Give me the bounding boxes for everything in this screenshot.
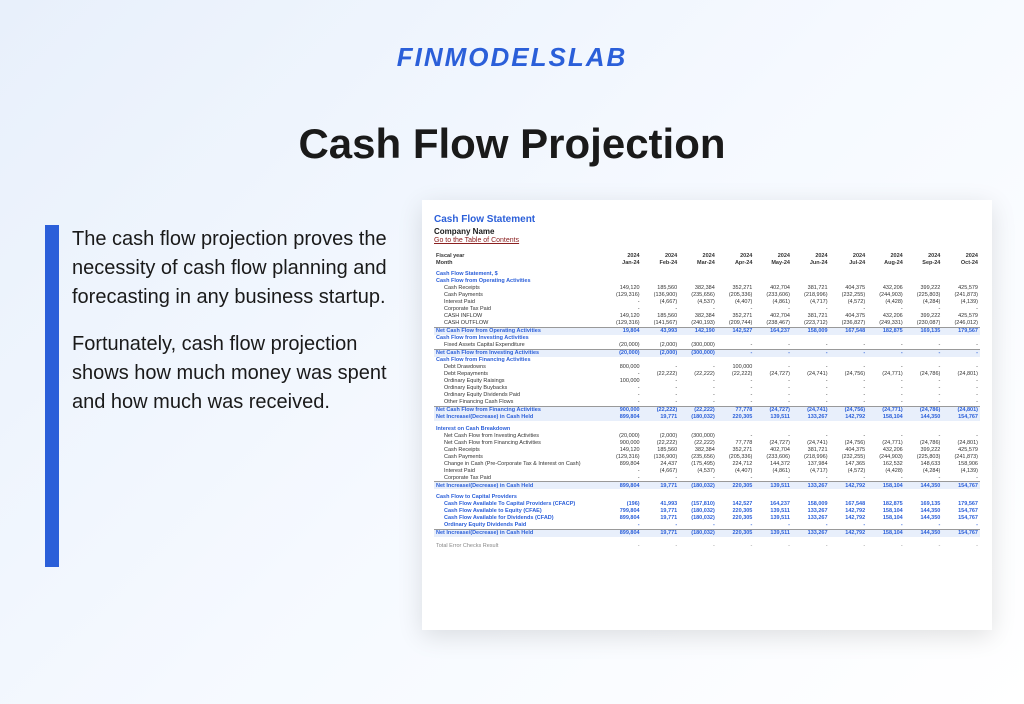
table-row: Cash Payments(129,316)(136,900)(235,656)… [434, 292, 980, 299]
cashflow-sheet: Cash Flow Statement Company Name Go to t… [422, 200, 992, 630]
table-row: Net Cash Flow from Financing Activities9… [434, 439, 980, 446]
table-row: Cash Flow Available for Dividends (CFAD)… [434, 515, 980, 522]
operating-header: Cash Flow from Operating Activities [434, 278, 980, 285]
net-financing: Net Cash Flow from Financing Activities9… [434, 406, 980, 414]
table-row: Corporate Tax Paid---------- [434, 474, 980, 482]
table-row: Debt Drawdowns800,000--100,000------ [434, 364, 980, 371]
interest-header: Interest on Cash Breakdown [434, 421, 980, 433]
brand-logo: FINMODELSLAB [397, 42, 628, 73]
table-row: Fixed Assets Capital Expenditure(20,000)… [434, 342, 980, 350]
table-row: Net Cash Flow from Investing Activities(… [434, 432, 980, 439]
year-row: Fiscal year 2024202420242024202420242024… [434, 252, 980, 259]
net-increase-2: Net Increase/(Decrease) in Cash Held899,… [434, 482, 980, 490]
toc-link[interactable]: Go to the Table of Contents [434, 237, 519, 244]
table-row: Interest Paid-(4,667)(4,537)(4,407)(4,86… [434, 299, 980, 306]
page-title: Cash Flow Projection [298, 120, 725, 168]
month-label: Month [434, 259, 604, 266]
body-text: The cash flow projection proves the nece… [72, 225, 412, 435]
table-row: Cash Payments(129,316)(136,900)(235,656)… [434, 453, 980, 460]
cashflow-table: Fiscal year 2024202420242024202420242024… [434, 252, 980, 549]
providers-header: Cash Flow to Capital Providers [434, 489, 980, 501]
table-row: CASH OUTFLOW(129,316)(141,567)(240,193)(… [434, 320, 980, 328]
paragraph-2: Fortunately, cash flow projection shows … [72, 330, 412, 417]
table-row: Ordinary Equity Buybacks---------- [434, 385, 980, 392]
table-row: Ordinary Equity Dividends Paid---------- [434, 522, 980, 530]
month-row: Month Jan-24Feb-24Mar-24Apr-24May-24Jun-… [434, 259, 980, 266]
net-increase: Net Increase/(Decrease) in Cash Held899,… [434, 414, 980, 421]
net-increase-3: Net Increase/(Decrease) in Cash Held899,… [434, 529, 980, 537]
net-investing: Net Cash Flow from Investing Activities(… [434, 349, 980, 357]
table-row: Corporate Tax Paid---------- [434, 306, 980, 313]
financing-header: Cash Flow from Financing Activities [434, 357, 980, 364]
table-row: Interest Paid-(4,667)(4,537)(4,407)(4,86… [434, 467, 980, 474]
table-row: CASH INFLOW149,120185,560382,384352,2714… [434, 313, 980, 320]
table-row: Debt Repayments-(22,222)(22,222)(22,222)… [434, 371, 980, 378]
net-operating: Net Cash Flow from Operating Activities1… [434, 327, 980, 335]
table-row: Other Financing Cash Flows---------- [434, 399, 980, 407]
table-row: Cash Receipts149,120185,560382,384352,27… [434, 446, 980, 453]
table-row: Cash Flow Available To Capital Providers… [434, 501, 980, 508]
investing-header: Cash Flow from Investing Activities [434, 335, 980, 342]
table-row: Ordinary Equity Raisings100,000--------- [434, 378, 980, 385]
fiscal-label: Fiscal year [434, 252, 604, 259]
table-row: Ordinary Equity Dividends Paid---------- [434, 392, 980, 399]
paragraph-1: The cash flow projection proves the nece… [72, 225, 412, 312]
section-statement: Cash Flow Statement, $ [434, 266, 980, 278]
sheet-company: Company Name [434, 227, 980, 236]
table-row: Cash Receipts149,120185,560382,384352,27… [434, 285, 980, 292]
error-check-row: Total Error Checks Result---------- [434, 537, 980, 550]
table-row: Cash Flow Available to Equity (CFAE)799,… [434, 508, 980, 515]
sheet-title: Cash Flow Statement [434, 214, 980, 225]
table-row: Change in Cash (Pre-Corporate Tax & Inte… [434, 460, 980, 467]
accent-bar [45, 225, 59, 567]
